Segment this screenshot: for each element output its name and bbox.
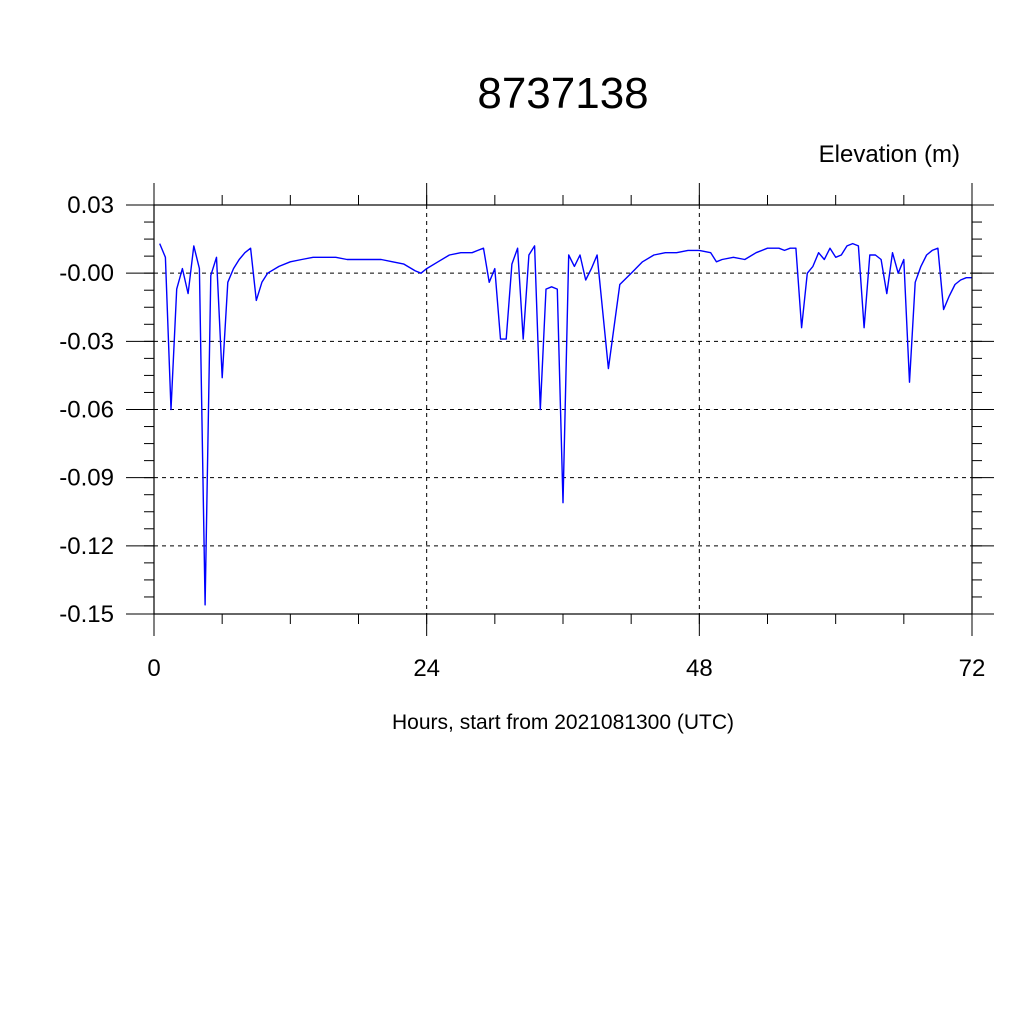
plot-frame [153,204,973,615]
y-tick-label: -0.00 [59,260,114,287]
y-tick-label: -0.03 [59,328,114,355]
x-tick-label: 24 [413,655,440,682]
series-line [159,242,972,606]
chart-title: 8737138 [477,69,648,118]
axis-ticks [126,183,994,636]
x-tick-label: 72 [959,655,986,682]
y-tick-label: -0.12 [59,533,114,560]
y-tick-label: -0.09 [59,465,114,492]
y-tick-label: 0.03 [67,192,114,219]
grid-lines [153,204,973,615]
x-axis-label: Hours, start from 2021081300 (UTC) [392,711,734,734]
units-label: Elevation (m) [819,141,960,168]
y-tick-label: -0.15 [59,601,114,628]
x-tick-label: 0 [147,655,160,682]
y-tick-labels: 0.03 -0.00 -0.03 -0.06 -0.09 -0.12 -0.15 [59,192,114,628]
y-tick-label: -0.06 [59,397,114,424]
x-tick-labels: 0 24 48 72 [147,655,985,682]
x-tick-label: 48 [686,655,713,682]
